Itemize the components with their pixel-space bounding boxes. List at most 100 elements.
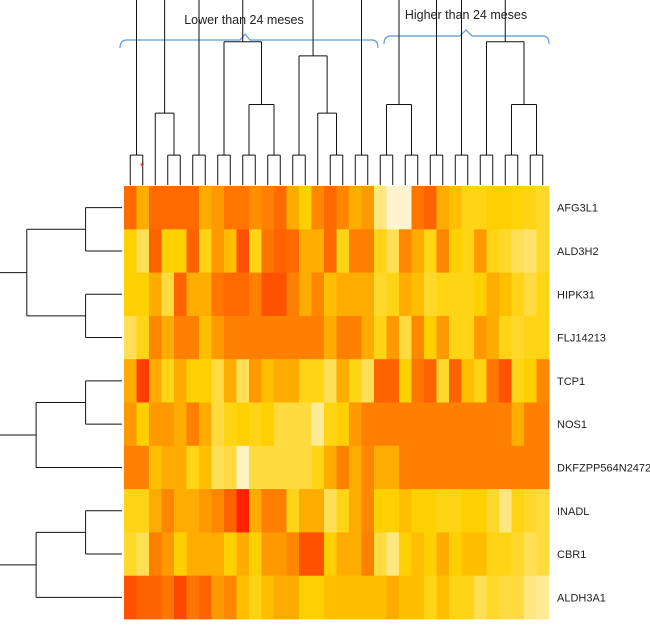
heatmap-cell [299, 359, 312, 403]
heatmap-cell [449, 402, 462, 447]
heatmap-cell [149, 445, 162, 490]
heatmap-cell [499, 229, 512, 273]
heatmap-cell [311, 532, 325, 577]
heatmap-cell [349, 359, 362, 403]
heatmap-cell [274, 315, 287, 360]
heatmap-cell [299, 272, 312, 317]
heatmap-cell [461, 272, 475, 317]
heatmap-cell [511, 229, 525, 273]
heatmap-cell [324, 272, 337, 317]
heatmap-cell [124, 575, 137, 620]
heatmap-cell [149, 402, 162, 447]
heatmap-cell [336, 402, 350, 447]
heatmap-cell [349, 315, 362, 360]
row-label: HIPK31 [557, 289, 595, 301]
heatmap-cell [424, 359, 437, 403]
heatmap-cell [186, 532, 200, 577]
heatmap-cell [174, 402, 187, 447]
heatmap-cell [224, 402, 237, 447]
heatmap-cell [524, 272, 537, 317]
heatmap-cell [211, 532, 225, 577]
heatmap-cell [324, 402, 337, 447]
heatmap-cell [274, 186, 287, 230]
heatmap-cell [311, 229, 325, 273]
heatmap-cell [524, 359, 537, 403]
heatmap-cell [486, 532, 500, 577]
heatmap-cell [286, 272, 300, 317]
heatmap-cell [449, 315, 462, 360]
heatmap-cell [211, 315, 225, 360]
heatmap-cell [236, 445, 250, 490]
heatmap-cell [361, 402, 375, 447]
heatmap-cell [349, 532, 362, 577]
heatmap-cell [136, 359, 150, 403]
heatmap-cell [499, 489, 512, 533]
heatmap-cell [461, 489, 475, 533]
heatmap-cell [174, 229, 187, 273]
heatmap-cell [324, 229, 337, 273]
heatmap-cell [324, 186, 337, 230]
heatmap-cell [524, 445, 537, 490]
heatmap-cell [149, 186, 162, 230]
heatmap-cell [199, 532, 212, 577]
heatmap-cell [461, 445, 475, 490]
heatmap-cell [174, 532, 187, 577]
heatmap-cell [386, 359, 400, 403]
heatmap-cell [474, 229, 487, 273]
heatmap-cell [299, 445, 312, 490]
heatmap-cell [449, 532, 462, 577]
heatmap-cell [399, 229, 412, 273]
heatmap-cell [486, 445, 500, 490]
heatmap-cell [324, 315, 337, 360]
heatmap-cell [324, 575, 337, 620]
heatmap-cell [474, 402, 487, 447]
heatmap-cell [161, 489, 175, 533]
heatmap-cell [461, 402, 475, 447]
heatmap-cell [136, 532, 150, 577]
heatmap-cell [486, 402, 500, 447]
heatmap-cell [474, 272, 487, 317]
heatmap-cell [186, 272, 200, 317]
heatmap-cell [461, 359, 475, 403]
heatmap-cell [274, 272, 287, 317]
heatmap-cell [486, 359, 500, 403]
row-label: FLJ14213 [557, 333, 606, 345]
heatmap-cell [361, 445, 375, 490]
heatmap-cell [386, 315, 400, 360]
heatmap-cell [186, 402, 200, 447]
heatmap-cell [311, 402, 325, 447]
heatmap-cell [186, 489, 200, 533]
heatmap-cell [424, 315, 437, 360]
heatmap-cell [424, 575, 437, 620]
heatmap-cell [486, 186, 500, 230]
heatmap-cell [149, 229, 162, 273]
heatmap-cell [199, 186, 212, 230]
heatmap-cell [424, 532, 437, 577]
heatmap-cell [236, 402, 250, 447]
row-label: TCP1 [557, 376, 585, 388]
heatmap-cell [299, 532, 312, 577]
heatmap-cell [511, 489, 525, 533]
heatmap-cell [186, 315, 200, 360]
heatmap-cell [536, 402, 550, 447]
heatmap-cell [349, 402, 362, 447]
heatmap-cell [274, 359, 287, 403]
heatmap-cell [336, 575, 350, 620]
heatmap-cell [511, 359, 525, 403]
heatmap-cell [449, 359, 462, 403]
heatmap-cell [374, 315, 387, 360]
heatmap-cell [174, 575, 187, 620]
heatmap-cell [399, 445, 412, 490]
heatmap-cell [411, 229, 425, 273]
heatmap-cell [411, 532, 425, 577]
heatmap-cell [349, 229, 362, 273]
heatmap-cell [324, 532, 337, 577]
heatmap-cell [436, 402, 450, 447]
heatmap-cell [386, 575, 400, 620]
group-brace-lower [119, 33, 379, 49]
heatmap-cell [374, 445, 387, 490]
heatmap-cell [424, 445, 437, 490]
heatmap-cell [411, 186, 425, 230]
heatmap-cell [149, 315, 162, 360]
